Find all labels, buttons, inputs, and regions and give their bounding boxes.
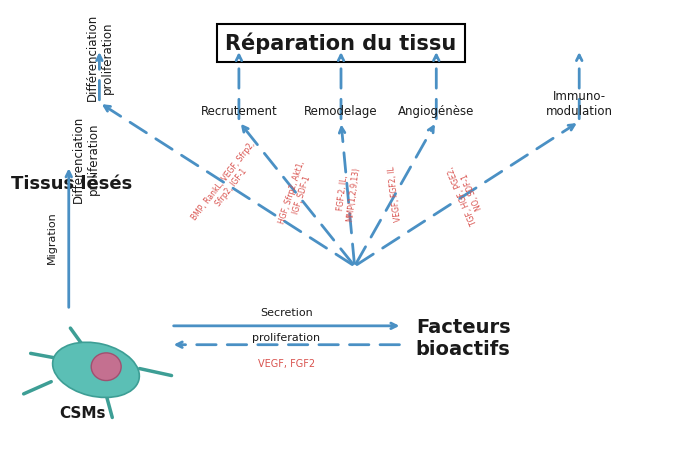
FancyArrowPatch shape xyxy=(70,328,80,343)
Ellipse shape xyxy=(53,342,139,397)
Text: proliferation: proliferation xyxy=(252,333,321,343)
Text: VEGF, FGF2, IL: VEGF, FGF2, IL xyxy=(387,166,403,222)
Text: Angiogénèse: Angiogénèse xyxy=(398,105,475,118)
FancyArrowPatch shape xyxy=(24,382,51,394)
Text: TGF, HGF, PGE2,
NO, SDF-1: TGF, HGF, PGE2, NO, SDF-1 xyxy=(446,161,488,227)
Text: Facteurs
bioactifs: Facteurs bioactifs xyxy=(416,318,511,359)
Text: CSMs: CSMs xyxy=(59,406,106,421)
Text: Remodelage: Remodelage xyxy=(304,105,378,118)
Text: Réparation du tissu: Réparation du tissu xyxy=(225,32,457,54)
Text: Différenciation
proliferation: Différenciation proliferation xyxy=(85,14,113,102)
Text: Immuno-
modulation: Immuno- modulation xyxy=(546,90,612,118)
Text: BMP, RankL, VEGF, Sfrp2,
Sfrp2, IGF-1: BMP, RankL, VEGF, Sfrp2, Sfrp2, IGF-1 xyxy=(190,140,265,229)
FancyArrowPatch shape xyxy=(31,353,59,358)
Text: Recrutement: Recrutement xyxy=(201,105,278,118)
FancyArrowPatch shape xyxy=(140,369,172,375)
Text: VEGF, FGF2: VEGF, FGF2 xyxy=(258,359,315,369)
Text: FGF-2, IL,
MMP(1,2,9,13): FGF-2, IL, MMP(1,2,9,13) xyxy=(335,165,361,222)
Text: Migration: Migration xyxy=(47,212,57,264)
Text: Secretion: Secretion xyxy=(260,307,313,318)
Text: Tissus lésés: Tissus lésés xyxy=(11,176,132,193)
FancyArrowPatch shape xyxy=(107,398,113,417)
Text: HGF, Sfrp2, Akt1,
IGF, SDF-1: HGF, Sfrp2, Akt1, IGF, SDF-1 xyxy=(278,160,316,228)
Ellipse shape xyxy=(91,353,121,380)
Text: Différenciation
proliferation: Différenciation proliferation xyxy=(72,116,100,203)
